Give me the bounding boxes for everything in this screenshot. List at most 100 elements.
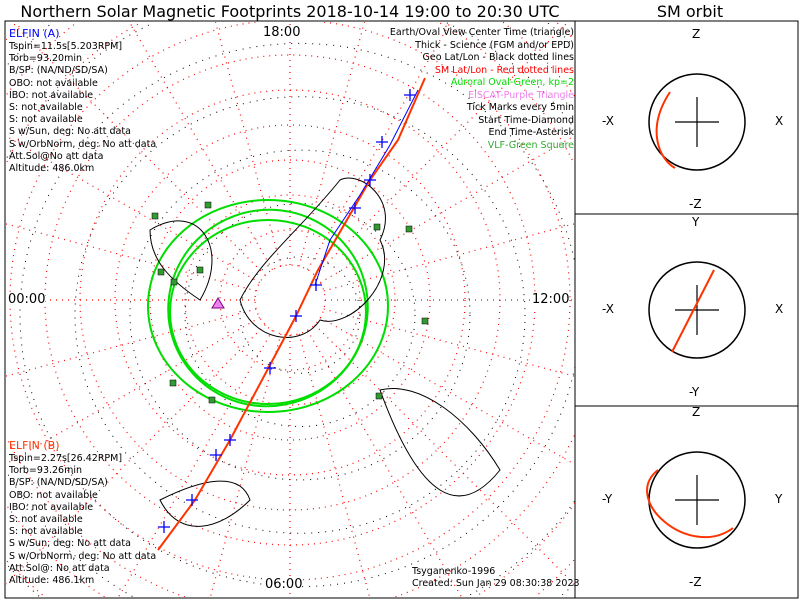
axis-label-bottom: -Z bbox=[689, 197, 702, 211]
legend-item: Auroral Oval-Green, kp=2 bbox=[450, 77, 574, 88]
info-line: Torb=93.20min bbox=[9, 53, 83, 65]
geo-lat-circle bbox=[129, 149, 471, 481]
legend: Earth/Oval View Center Time (triangle) Th… bbox=[390, 27, 574, 152]
legend-item: Start Time-Diamond bbox=[478, 114, 574, 126]
info-line: S: not available bbox=[9, 514, 83, 526]
tick-mark bbox=[210, 449, 222, 461]
info-line: S w/OrbNorm, deg: No att data bbox=[9, 550, 157, 562]
earth-orbit-circle bbox=[648, 73, 746, 171]
sm-lat-circle bbox=[184, 194, 396, 406]
earth-orbit-circle bbox=[648, 261, 746, 359]
tick-mark bbox=[376, 136, 388, 148]
info-line: S w/Sun, deg: No att data bbox=[9, 126, 131, 138]
info-line: B/SP: (NA/ND/SD/SA) bbox=[9, 477, 108, 489]
elfin-b-name: ELFIN (B) bbox=[9, 439, 60, 452]
sm-lat-circle bbox=[9, 22, 571, 581]
sm-lon-line bbox=[6, 308, 257, 377]
vlf-square bbox=[169, 379, 177, 387]
sm-lon-line bbox=[320, 316, 575, 466]
vlf-square bbox=[373, 223, 381, 231]
legend-item: SM Lat/Lon - Red dotted lines bbox=[434, 64, 574, 76]
vlf-square bbox=[375, 392, 383, 400]
axis-label-right: X bbox=[775, 302, 784, 316]
time-label-right: 12:00 bbox=[532, 292, 570, 307]
axis-label-top: Z bbox=[692, 405, 701, 419]
tick-mark bbox=[364, 174, 376, 186]
legend-item: Thick - Science (FGM and/or EPD) bbox=[415, 39, 574, 51]
orbit-track bbox=[646, 469, 734, 539]
vlf-square bbox=[151, 212, 159, 220]
axis-label-bottom: -Y bbox=[689, 385, 700, 399]
orbit-frame bbox=[574, 20, 799, 599]
axis-cross bbox=[675, 475, 719, 525]
vlf-square bbox=[405, 225, 413, 233]
sm-lon-line bbox=[320, 134, 575, 284]
geo-lat-circle bbox=[239, 256, 361, 374]
geo-lat-circle bbox=[19, 42, 575, 588]
legend-item: Tick Marks every 5min bbox=[466, 102, 574, 113]
geo-lat-circle bbox=[74, 96, 526, 534]
sm-lon-line bbox=[314, 324, 575, 586]
vlf-square bbox=[208, 396, 216, 404]
info-line: Tspin=11.5s[5.203RPM] bbox=[9, 41, 123, 52]
auroral-oval-mid bbox=[167, 208, 369, 408]
axis-label-left: -X bbox=[602, 302, 614, 316]
axis-label-right: X bbox=[775, 114, 784, 128]
info-line: S w/OrbNorm, deg: No att data bbox=[9, 138, 157, 150]
vlf-square bbox=[204, 201, 212, 209]
sm-lon-line bbox=[298, 22, 366, 267]
sm-lon-line bbox=[323, 308, 575, 377]
geo-lat-circle bbox=[7, 22, 574, 597]
axis-label-bottom: -Z bbox=[689, 575, 702, 589]
tick-mark bbox=[264, 362, 276, 374]
sm-lon-line bbox=[6, 223, 257, 292]
legend-item: VLF-Green Square bbox=[487, 139, 574, 151]
info-line: IBO: not available bbox=[9, 501, 94, 513]
tick-mark bbox=[224, 434, 236, 446]
info-line: Torb=93.26min bbox=[9, 465, 83, 477]
orbit-track bbox=[671, 269, 715, 353]
elfin-a-name: ELFIN (A) bbox=[9, 27, 60, 40]
info-line: OBO: not available bbox=[9, 489, 98, 501]
tick-mark bbox=[186, 494, 198, 506]
model-label: Tsyganenko-1996 bbox=[412, 566, 496, 577]
sm-lon-line bbox=[6, 135, 260, 284]
info-line: S: not available bbox=[9, 526, 83, 538]
info-line: Altitude: 486.1km bbox=[9, 575, 95, 587]
elfin-b-track bbox=[157, 77, 426, 551]
elfin-a-info: ELFIN (A) Tspin=11.5s[5.203RPM] Torb=93.2… bbox=[9, 27, 156, 175]
axis-label-top: Z bbox=[692, 27, 701, 41]
info-line: Att.Sol@: No att data bbox=[9, 562, 110, 574]
legend-item: Geo Lat/Lon - Black dotted lines bbox=[422, 52, 574, 63]
info-line: OBO: not available bbox=[9, 77, 98, 89]
info-line: Att.Sol@No att data bbox=[9, 150, 104, 162]
sm-lon-line bbox=[323, 223, 575, 292]
sm-lon-line bbox=[298, 333, 371, 597]
eiscat-triangle bbox=[211, 297, 225, 309]
info-line: S: not available bbox=[9, 114, 83, 126]
tick-mark bbox=[404, 89, 416, 101]
tick-mark bbox=[349, 202, 361, 214]
info-line: Tspin=2.27s[26.42RPM] bbox=[9, 453, 123, 464]
vlf-square bbox=[157, 268, 165, 276]
legend-item: End Time-Asterisk bbox=[488, 127, 574, 138]
tick-mark bbox=[310, 279, 322, 291]
sm-lon-line bbox=[306, 330, 462, 597]
created-label: Created: Sun Jan 29 08:30:38 2023 bbox=[412, 578, 580, 589]
axis-label-right: Y bbox=[775, 492, 783, 506]
orbit-plots bbox=[646, 73, 746, 549]
vlf-square bbox=[421, 317, 429, 325]
info-line: S: not available bbox=[9, 102, 83, 114]
sm-lat-circle bbox=[254, 264, 326, 336]
info-line: S w/Sun, deg: No att data bbox=[9, 538, 131, 550]
auroral-oval-outer bbox=[147, 199, 389, 413]
time-label-bottom: 06:00 bbox=[265, 577, 303, 592]
info-line: B/SP: (NA/ND/SD/SA) bbox=[9, 65, 108, 77]
sm-lon-line bbox=[214, 22, 282, 267]
vlf-square bbox=[196, 266, 204, 274]
tick-mark bbox=[290, 310, 302, 322]
sm-lat-circle bbox=[219, 229, 361, 371]
info-line: IBO: not available bbox=[9, 89, 94, 101]
axis-cross bbox=[675, 97, 719, 147]
